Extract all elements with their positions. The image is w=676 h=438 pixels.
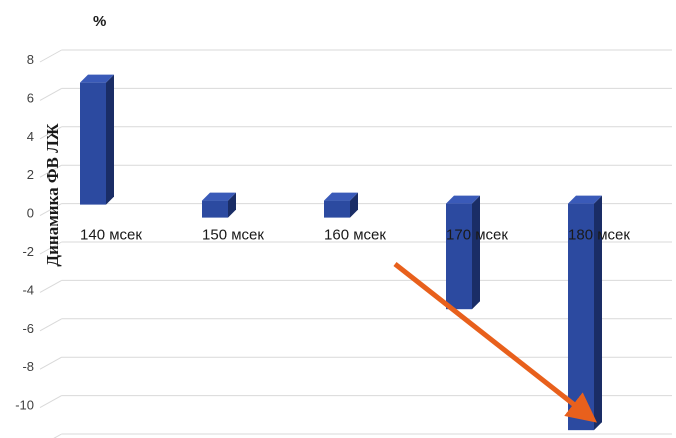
gridline-slant [39,203,62,217]
bar [324,192,358,218]
gridline-slant [39,279,62,293]
y-axis-title: Динамика ФВ ЛЖ [43,123,62,266]
bar-top [202,192,236,201]
gridline-slant [39,318,62,332]
y-tick-label: -6 [22,321,34,336]
gridline-slant [39,356,62,370]
trend-arrow-line [393,262,598,423]
bar-side [106,74,114,205]
y-tick-label: -8 [22,359,34,374]
bar-face [446,203,472,310]
gridline-slant [39,49,62,63]
category-label: 140 мсек [80,227,142,244]
y-tick-label: -4 [22,282,34,297]
gridline-slant [39,395,62,409]
bar-top [80,74,114,83]
trend-arrow [393,262,598,423]
bar [446,195,480,310]
bar-side [228,192,236,218]
bar-side [350,192,358,218]
y-tick-label: 2 [27,167,34,182]
bar-top [568,195,602,204]
category-labels: 140 мсек 150 мсек 160 мсек 170 мсек 180 мсек [80,227,630,244]
bar [80,74,114,205]
bar [202,192,236,218]
bar-top [446,195,480,204]
gridline-slant [53,433,62,438]
y-tick-label: -10 [15,398,34,413]
category-label: 170 мсек [446,227,508,244]
bar-face [80,82,106,205]
category-label: 160 мсек [324,227,386,244]
y-tick-label: 4 [27,129,34,144]
bar-top [324,192,358,201]
category-label: 180 мсек [568,227,630,244]
y-tick-label: -12 [15,436,34,438]
y-axis-ticks: 8 6 4 2 0 -2 -4 -6 -8 -10 -12 [15,52,34,438]
y-tick-label: 6 [27,90,34,105]
y-tick-label: -2 [22,244,34,259]
bar-face [202,200,228,218]
bar-side [594,195,602,431]
gridline-slant [39,126,62,140]
bar-face [324,200,350,218]
y-tick-label: 8 [27,52,34,67]
bars [80,74,602,431]
y-tick-label: 0 [27,206,34,221]
gridline-slant [39,87,62,101]
gridline-slant [39,164,62,178]
gridline-slant [39,241,62,255]
category-label: 150 мсек [202,227,264,244]
unit-label: % [93,13,106,30]
bar-side [472,195,480,310]
